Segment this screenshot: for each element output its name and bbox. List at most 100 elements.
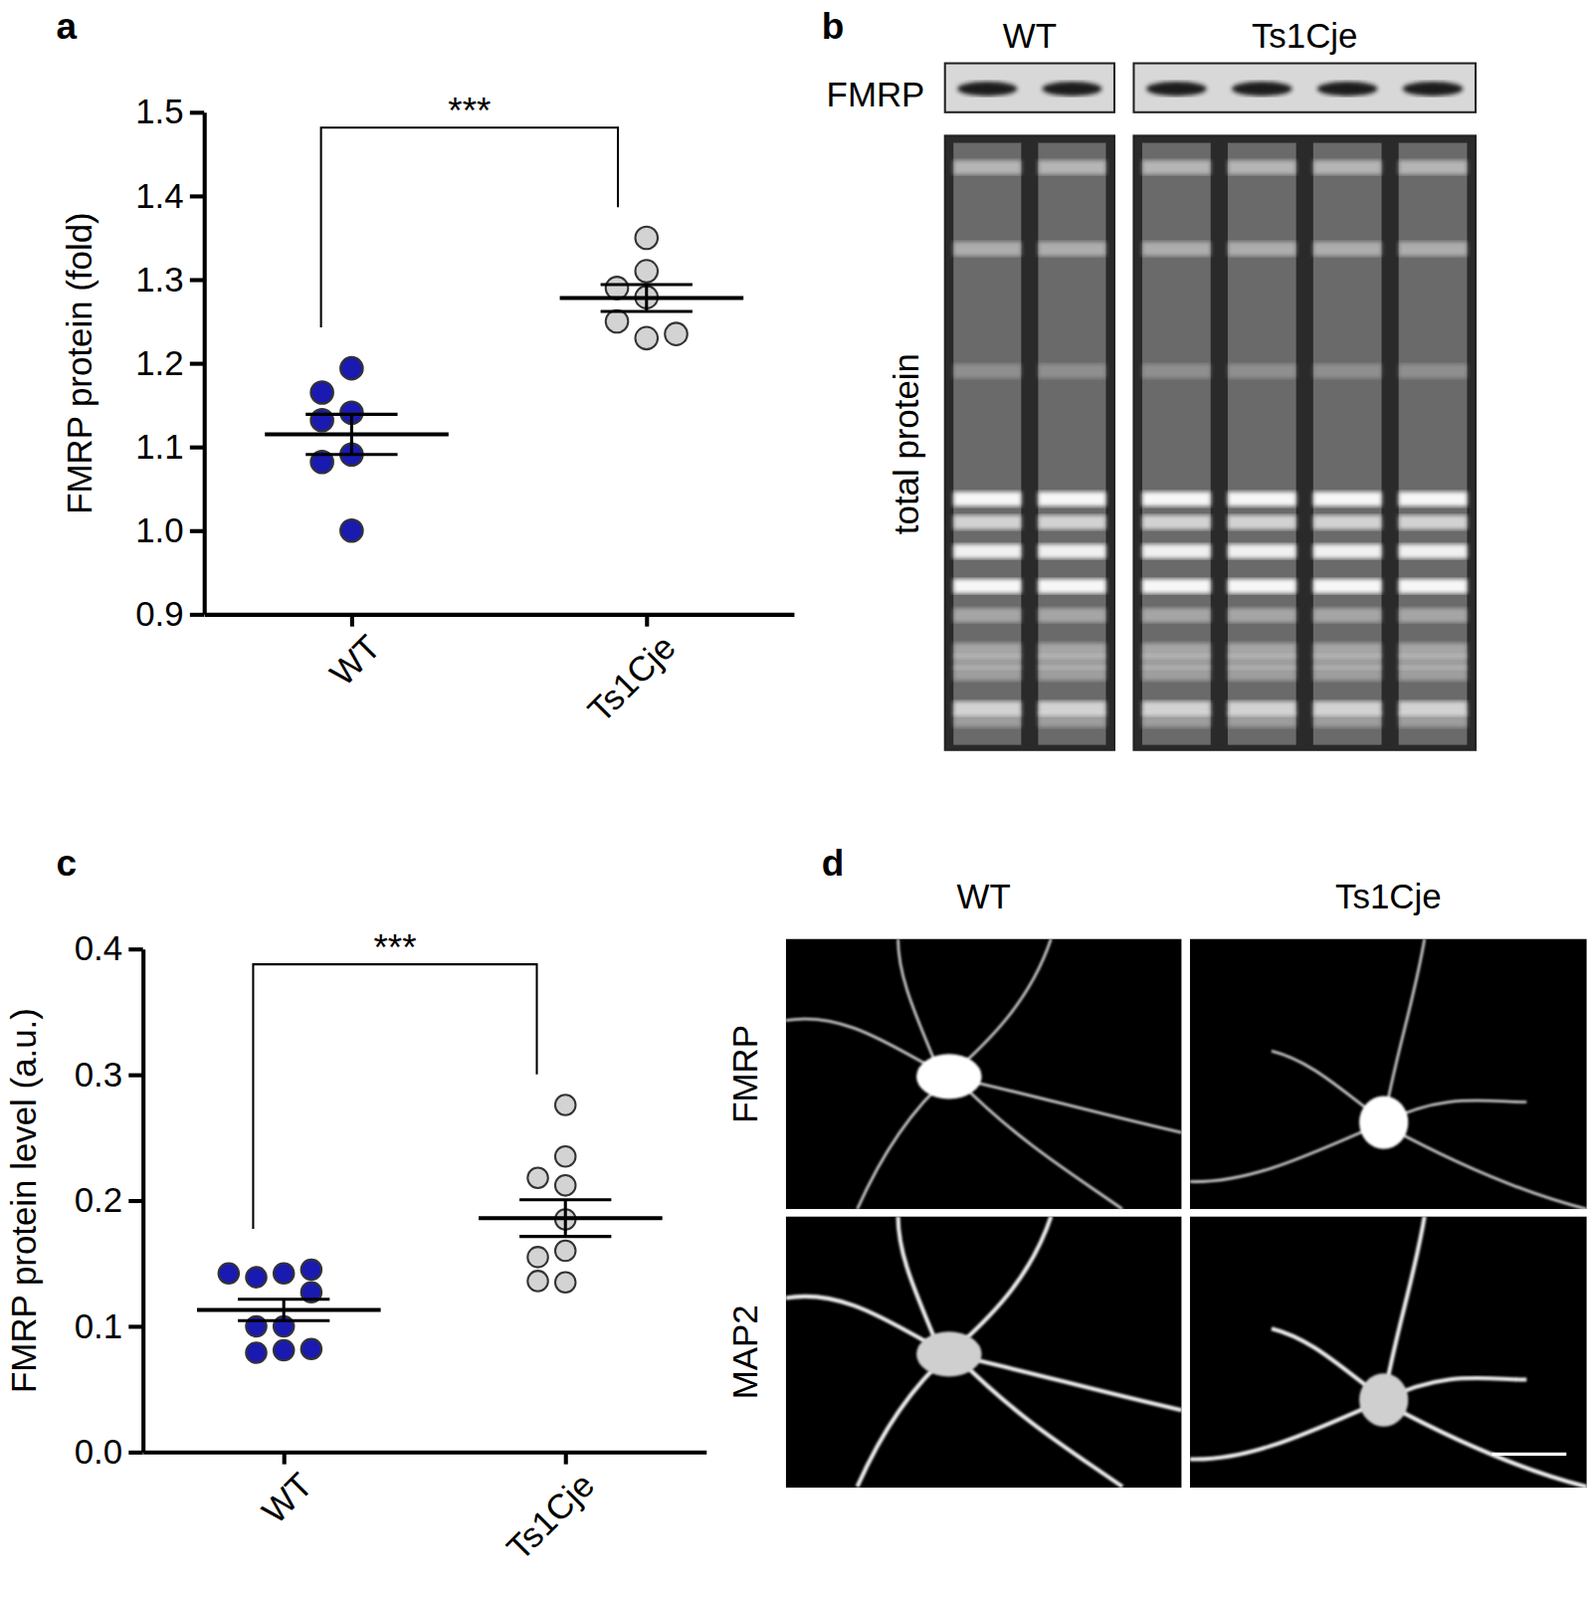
gel-band [953,491,1021,506]
micrograph [1190,938,1588,1209]
y-tick: 1.0 [135,510,204,550]
plot-area [264,226,744,543]
x-tick-label: WT [322,626,389,693]
y-tick: 0.9 [135,594,204,633]
micrograph [1190,1215,1588,1488]
micrograph-background [1190,938,1588,1209]
row-label: FMRP [725,1024,765,1124]
soma [916,1331,983,1377]
dendrite [1389,1127,1588,1209]
column-label: WT [1002,15,1057,55]
gel-band [1398,712,1468,727]
y-tick-label: 1.3 [135,259,184,299]
gel-band [1227,160,1297,175]
dendrite [1389,1404,1588,1487]
y-tick-mark [190,110,204,115]
gel-band [953,515,1021,530]
gel-lane [1227,143,1297,746]
y-tick-label: 0.4 [74,928,123,968]
error-bar-stem [282,1299,286,1321]
gel-band [1398,607,1468,622]
gel-band [953,666,1021,681]
blot-band [1317,81,1379,96]
gel-band [1398,364,1468,379]
dendrite [1190,1399,1385,1460]
gel-band [1398,579,1468,594]
row-label: FMRP [826,74,926,114]
soma [1359,1095,1408,1149]
mean-line [264,432,449,437]
y-tick-mark [190,612,204,617]
error-bar [600,284,693,312]
gel-band [1037,579,1106,594]
gel-band [1313,515,1383,530]
gel-band [953,579,1021,594]
y-tick-mark [190,445,204,450]
error-bar-cap [305,412,398,416]
dendrite [959,1081,1123,1209]
mean-line [478,1215,663,1220]
y-tick: 0.1 [74,1306,144,1346]
data-point [310,408,334,432]
chart-panel: a0.91.01.11.21.31.41.5WTTs1CjeFMRP prote… [56,5,796,730]
dendrite [898,1215,940,1349]
gel-band [1142,160,1211,175]
gel-band [1037,491,1106,506]
data-point [555,1240,577,1262]
gel-box [1133,135,1476,750]
x-tick: Ts1Cje [580,613,683,730]
gel-band [1227,491,1297,506]
gel-band [1227,607,1297,622]
micrograph-panel: dWTTs1CjeFMRPMAP2 [725,842,1588,1488]
data-point [527,1246,549,1268]
panel-label: a [56,5,78,47]
blot-band [1231,81,1293,96]
x-tick: WT [322,613,389,693]
row-label: MAP2 [725,1304,765,1399]
x-axis-line [143,1450,707,1455]
scale-bar [1491,1452,1567,1456]
blot-band [1402,81,1464,96]
gel-band [1037,515,1106,530]
gel-band [1142,666,1211,681]
gel-band [1313,666,1383,681]
gel-band [1398,666,1468,681]
gel-band [953,544,1021,559]
error-bar-stem [564,1199,568,1237]
x-axis-line [204,612,796,617]
y-tick-label: 1.2 [135,343,184,383]
data-point [340,519,364,543]
data-point [527,1168,549,1190]
gel-band [1313,712,1383,727]
row-label: total protein [886,353,926,535]
data-point [340,357,364,381]
dendrite [1271,1328,1380,1395]
gel-band [1142,544,1211,559]
gel-band [1227,364,1297,379]
significance-bracket [252,964,537,1229]
data-point [634,226,658,250]
gel-band [1313,160,1383,175]
gel-band [1037,160,1106,175]
y-tick-label: 1.1 [135,426,184,466]
y-tick-label: 0.3 [74,1054,123,1094]
blot-panel: b WT Ts1Cje FMRP total protein [821,5,1476,751]
panel-label: d [821,842,845,884]
gel-band [1313,579,1383,594]
panel-label: b [821,5,845,47]
mean-line [197,1307,382,1312]
x-tick: Ts1Cje [498,1451,601,1568]
micrograph-background [786,1215,1183,1488]
significance-label: *** [447,90,491,132]
y-tick-mark [128,1450,143,1455]
gel-band [1142,491,1211,506]
column-label: Ts1Cje [1251,15,1359,55]
gel-band [1398,160,1468,175]
dendrite [898,938,940,1071]
gel-band [1037,607,1106,622]
gel-lane [1313,143,1383,746]
y-tick: 1.5 [135,91,204,131]
y-tick-mark [190,362,204,367]
micrograph [786,1215,1183,1488]
y-tick: 1.4 [135,176,204,215]
